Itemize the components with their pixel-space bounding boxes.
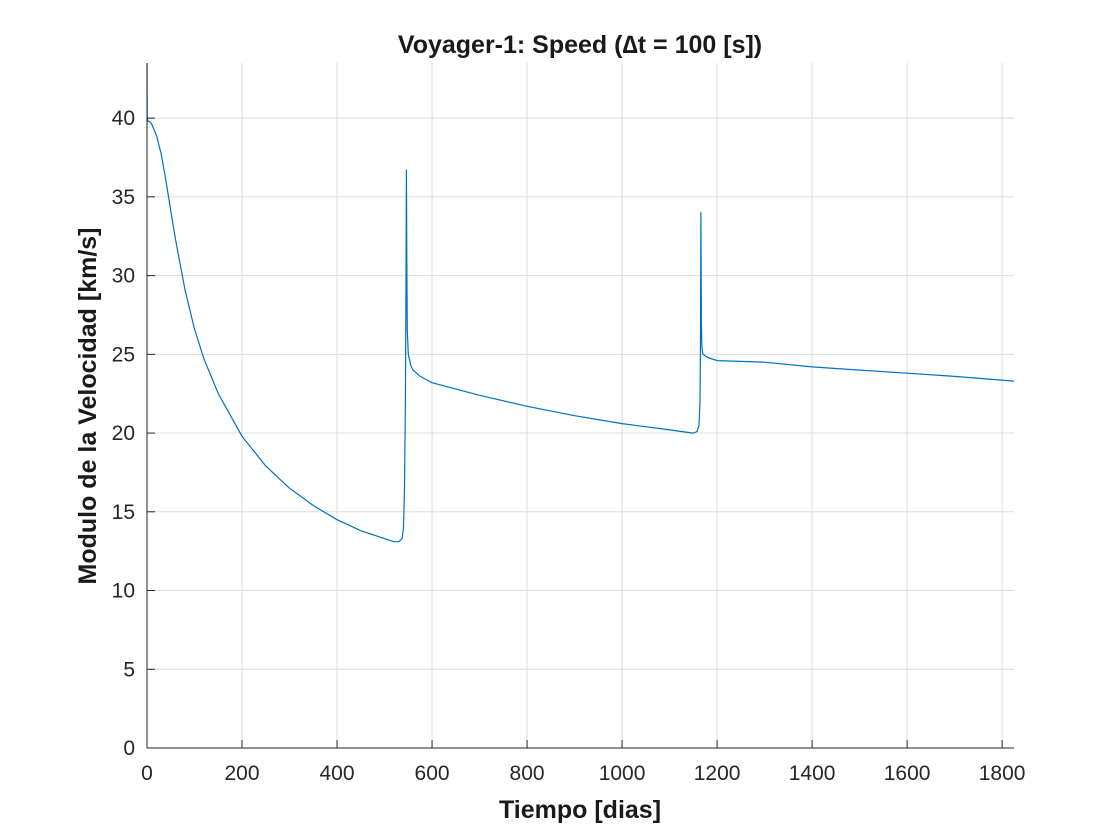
axes	[146, 63, 1014, 749]
x-tick-label: 800	[510, 762, 545, 785]
y-tick-label: 40	[112, 107, 135, 130]
y-tick-label: 25	[112, 343, 135, 366]
x-axis-label: Tiempo [dias]	[499, 796, 661, 824]
y-axis-label: Modulo de la Velocidad [km/s]	[74, 227, 102, 584]
chart-title: Voyager-1: Speed (∆t = 100 [s])	[398, 31, 762, 59]
x-tick-label: 1600	[884, 762, 931, 785]
grid-lines	[146, 63, 1014, 749]
x-tick-label: 200	[224, 762, 259, 785]
y-tick-label: 5	[123, 658, 135, 681]
y-tick-label: 35	[112, 186, 135, 209]
x-tick-label: 0	[141, 762, 153, 785]
y-tick-label: 30	[112, 265, 135, 288]
x-tick-label: 1000	[599, 762, 646, 785]
y-tick-label: 0	[123, 737, 135, 760]
series-line	[146, 62, 1015, 543]
x-tick-label: 1200	[694, 762, 741, 785]
x-tick-label: 1800	[979, 762, 1026, 785]
x-tick-label: 600	[415, 762, 450, 785]
y-tick-label: 15	[112, 501, 135, 524]
tick-labels: 0 200 400 600 800 1000 1200 1400 1600 1800 0 5 10 15 2…	[112, 107, 1026, 785]
series-layer	[146, 62, 1015, 543]
y-tick-label: 10	[112, 580, 135, 603]
y-tick-label: 20	[112, 422, 135, 445]
x-tick-label: 1400	[789, 762, 836, 785]
x-tick-label: 400	[320, 762, 355, 785]
